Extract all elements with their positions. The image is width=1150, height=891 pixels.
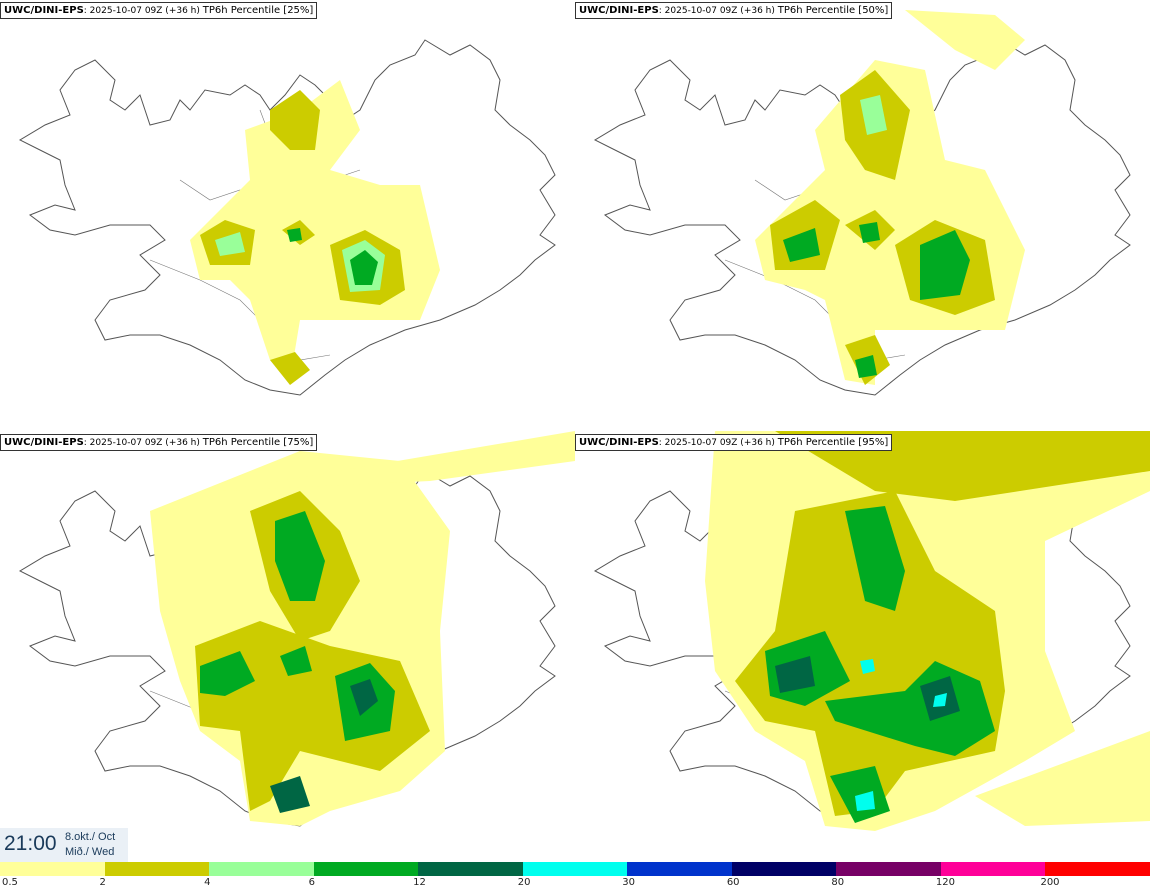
map-panel-75 <box>19 431 575 827</box>
precip-overlay <box>705 431 1150 831</box>
color-legend-labels: 0.5 2 4 6 12 20 30 60 80 120 200 <box>0 876 1150 891</box>
legend-swatch <box>0 862 105 876</box>
panel-title-95: UWC/DINI-EPS: 2025-10-07 09Z (+36 h) TP6… <box>575 434 893 451</box>
legend-swatch <box>313 862 419 876</box>
valid-date: 8.okt./ Oct <box>65 831 116 843</box>
map-panel-25 <box>19 39 556 396</box>
legend-swatch <box>731 862 837 876</box>
legend-label: 2 <box>99 877 106 888</box>
legend-label: 12 <box>413 877 426 888</box>
legend-swatch <box>418 862 523 876</box>
legend-label: 6 <box>308 877 315 888</box>
model-name: UWC/DINI-EPS <box>4 5 84 16</box>
legend-swatch <box>627 862 732 876</box>
run-info: : 2025-10-07 09Z (+36 h) <box>658 6 775 16</box>
legend-label: 200 <box>1040 877 1060 888</box>
panel-title-50: UWC/DINI-EPS: 2025-10-07 09Z (+36 h) TP6… <box>575 2 893 19</box>
precip-overlay <box>150 431 575 826</box>
field-name: TP6h Percentile [75%] <box>202 437 314 448</box>
legend-label: 80 <box>831 877 845 888</box>
legend-label: 20 <box>517 877 531 888</box>
panel-title-75: UWC/DINI-EPS: 2025-10-07 09Z (+36 h) TP6… <box>0 434 318 451</box>
valid-weekday: Mið./ Wed <box>65 846 115 858</box>
legend-swatch <box>1045 862 1150 876</box>
field-name: TP6h Percentile [25%] <box>202 5 314 16</box>
run-info: : 2025-10-07 09Z (+36 h) <box>83 438 200 448</box>
legend-swatch <box>522 862 628 876</box>
valid-time: 21:00 <box>4 832 57 855</box>
model-name: UWC/DINI-EPS <box>579 437 659 448</box>
precip-overlay <box>755 10 1025 385</box>
field-name: TP6h Percentile [95%] <box>777 437 889 448</box>
map-grid <box>19 10 1150 831</box>
color-legend <box>0 862 1150 876</box>
model-name: UWC/DINI-EPS <box>4 437 84 448</box>
run-info: : 2025-10-07 09Z (+36 h) <box>83 6 200 16</box>
precip-overlay <box>190 80 440 385</box>
legend-swatch <box>836 862 941 876</box>
legend-label: 0.5 <box>2 877 18 888</box>
field-name: TP6h Percentile [50%] <box>777 5 889 16</box>
map-panel-95 <box>594 431 1150 831</box>
model-name: UWC/DINI-EPS <box>579 5 659 16</box>
legend-swatch <box>209 862 314 876</box>
legend-label: 4 <box>204 877 211 888</box>
legend-label: 120 <box>935 877 955 888</box>
legend-label: 60 <box>726 877 740 888</box>
panel-title-25: UWC/DINI-EPS: 2025-10-07 09Z (+36 h) TP6… <box>0 2 318 19</box>
legend-swatch <box>104 862 210 876</box>
map-panel-50 <box>594 10 1131 396</box>
legend-swatch <box>940 862 1046 876</box>
run-info: : 2025-10-07 09Z (+36 h) <box>658 438 775 448</box>
valid-time-box: 21:00 8.okt./ Oct Mið./ Wed <box>0 828 128 862</box>
legend-label: 30 <box>622 877 635 888</box>
